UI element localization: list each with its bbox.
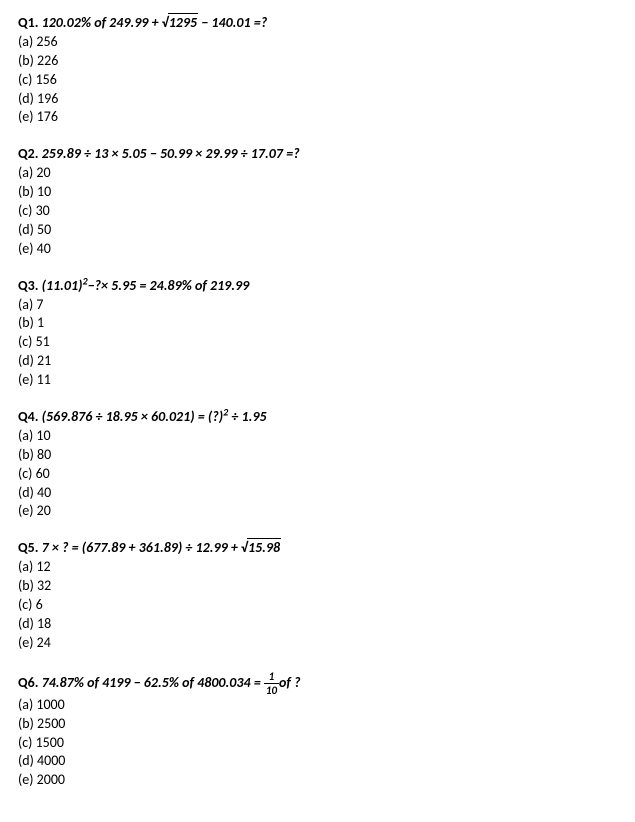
- option-line: (a) 1000: [18, 696, 617, 715]
- option-line: (b) 80: [18, 446, 617, 465]
- option-line: (c) 6: [18, 596, 617, 615]
- question-expression: (569.876 ÷ 18.95 × 60.021) = (?)2 ÷ 1.95: [42, 408, 267, 425]
- option-line: (d) 50: [18, 221, 617, 240]
- question-line: Q1. 120.02% of 249.99 + √1295 − 140.01 =…: [18, 14, 617, 33]
- option-line: (e) 24: [18, 634, 617, 653]
- question-block: Q1. 120.02% of 249.99 + √1295 − 140.01 =…: [18, 14, 617, 127]
- question-line: Q3. (11.01)2−?× 5.95 = 24.89% of 219.99: [18, 277, 617, 296]
- option-line: (e) 20: [18, 502, 617, 521]
- question-line: Q4. (569.876 ÷ 18.95 × 60.021) = (?)2 ÷ …: [18, 408, 617, 427]
- question-line: Q5. 7 × ? = (677.89 + 361.89) ÷ 12.99 + …: [18, 539, 617, 558]
- option-line: (a) 20: [18, 164, 617, 183]
- option-line: (e) 176: [18, 108, 617, 127]
- question-expression: 74.87% of 4199 − 62.5% of 4800.034 = 110…: [42, 674, 301, 691]
- question-block: Q3. (11.01)2−?× 5.95 = 24.89% of 219.99(…: [18, 277, 617, 390]
- option-line: (e) 40: [18, 240, 617, 259]
- question-line: Q2. 259.89 ÷ 13 × 5.05 − 50.99 × 29.99 ÷…: [18, 145, 617, 164]
- question-number: Q3.: [18, 277, 42, 294]
- question-number: Q4.: [18, 408, 42, 425]
- question-block: Q6. 74.87% of 4199 − 62.5% of 4800.034 =…: [18, 671, 617, 790]
- option-line: (b) 2500: [18, 715, 617, 734]
- question-expression: 7 × ? = (677.89 + 361.89) ÷ 12.99 + √15.…: [42, 539, 282, 556]
- option-line: (c) 1500: [18, 734, 617, 753]
- option-line: (b) 226: [18, 52, 617, 71]
- question-block: Q2. 259.89 ÷ 13 × 5.05 − 50.99 × 29.99 ÷…: [18, 145, 617, 258]
- questions-container: Q1. 120.02% of 249.99 + √1295 − 140.01 =…: [18, 14, 617, 790]
- option-line: (c) 30: [18, 202, 617, 221]
- option-line: (a) 7: [18, 296, 617, 315]
- option-line: (c) 60: [18, 465, 617, 484]
- option-line: (a) 256: [18, 33, 617, 52]
- option-line: (d) 40: [18, 484, 617, 503]
- option-line: (b) 1: [18, 314, 617, 333]
- option-line: (d) 18: [18, 615, 617, 634]
- question-block: Q5. 7 × ? = (677.89 + 361.89) ÷ 12.99 + …: [18, 539, 617, 652]
- question-expression: (11.01)2−?× 5.95 = 24.89% of 219.99: [42, 277, 250, 294]
- option-line: (d) 196: [18, 90, 617, 109]
- question-number: Q5.: [18, 539, 42, 556]
- option-line: (c) 51: [18, 333, 617, 352]
- option-line: (b) 10: [18, 183, 617, 202]
- option-line: (d) 4000: [18, 752, 617, 771]
- question-expression: 259.89 ÷ 13 × 5.05 − 50.99 × 29.99 ÷ 17.…: [42, 145, 300, 162]
- option-line: (e) 2000: [18, 771, 617, 790]
- option-line: (d) 21: [18, 352, 617, 371]
- option-line: (c) 156: [18, 71, 617, 90]
- question-number: Q2.: [18, 145, 42, 162]
- option-line: (e) 11: [18, 371, 617, 390]
- question-expression: 120.02% of 249.99 + √1295 − 140.01 =?: [42, 14, 268, 31]
- option-line: (b) 32: [18, 577, 617, 596]
- question-number: Q1.: [18, 14, 42, 31]
- option-line: (a) 10: [18, 427, 617, 446]
- question-block: Q4. (569.876 ÷ 18.95 × 60.021) = (?)2 ÷ …: [18, 408, 617, 521]
- question-line: Q6. 74.87% of 4199 − 62.5% of 4800.034 =…: [18, 671, 617, 696]
- option-line: (a) 12: [18, 558, 617, 577]
- question-number: Q6.: [18, 674, 42, 691]
